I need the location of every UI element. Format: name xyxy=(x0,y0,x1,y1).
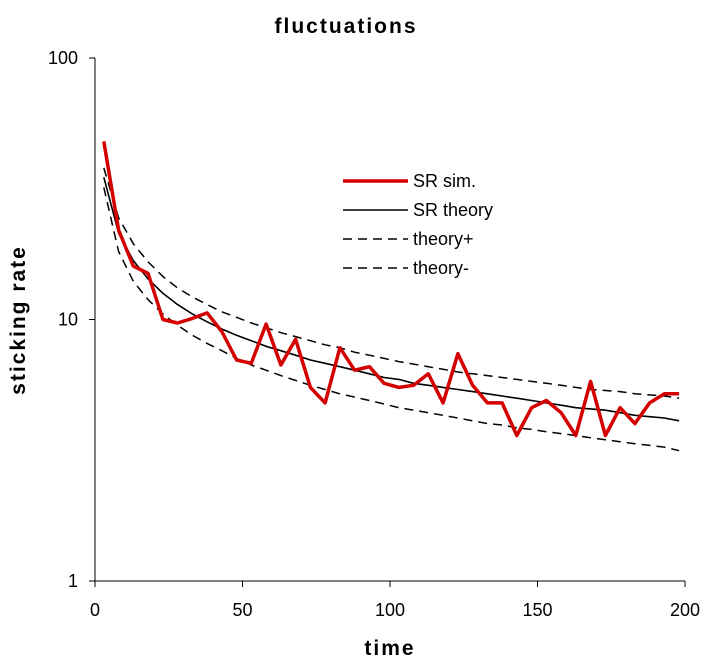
legend-label: theory- xyxy=(413,258,469,278)
y-tick-label: 10 xyxy=(58,310,78,330)
x-tick-label: 200 xyxy=(670,600,700,620)
chart-title: fluctuations xyxy=(275,15,418,38)
legend-label: SR theory xyxy=(413,200,493,220)
series-line-theory- xyxy=(103,187,680,452)
y-axis-title: sticking rate xyxy=(7,245,30,395)
x-tick-label: 150 xyxy=(522,600,552,620)
legend-label: theory+ xyxy=(413,229,474,249)
series-line-theory- xyxy=(103,167,680,399)
legend-label: SR sim. xyxy=(413,171,476,191)
series-line-sr-sim- xyxy=(102,141,680,438)
x-tick-label: 0 xyxy=(90,600,100,620)
x-tick-label: 100 xyxy=(375,600,405,620)
y-tick-label: 100 xyxy=(48,48,78,68)
x-tick-label: 50 xyxy=(232,600,252,620)
y-tick-label: 1 xyxy=(68,571,78,591)
x-axis-title: time xyxy=(364,637,415,660)
